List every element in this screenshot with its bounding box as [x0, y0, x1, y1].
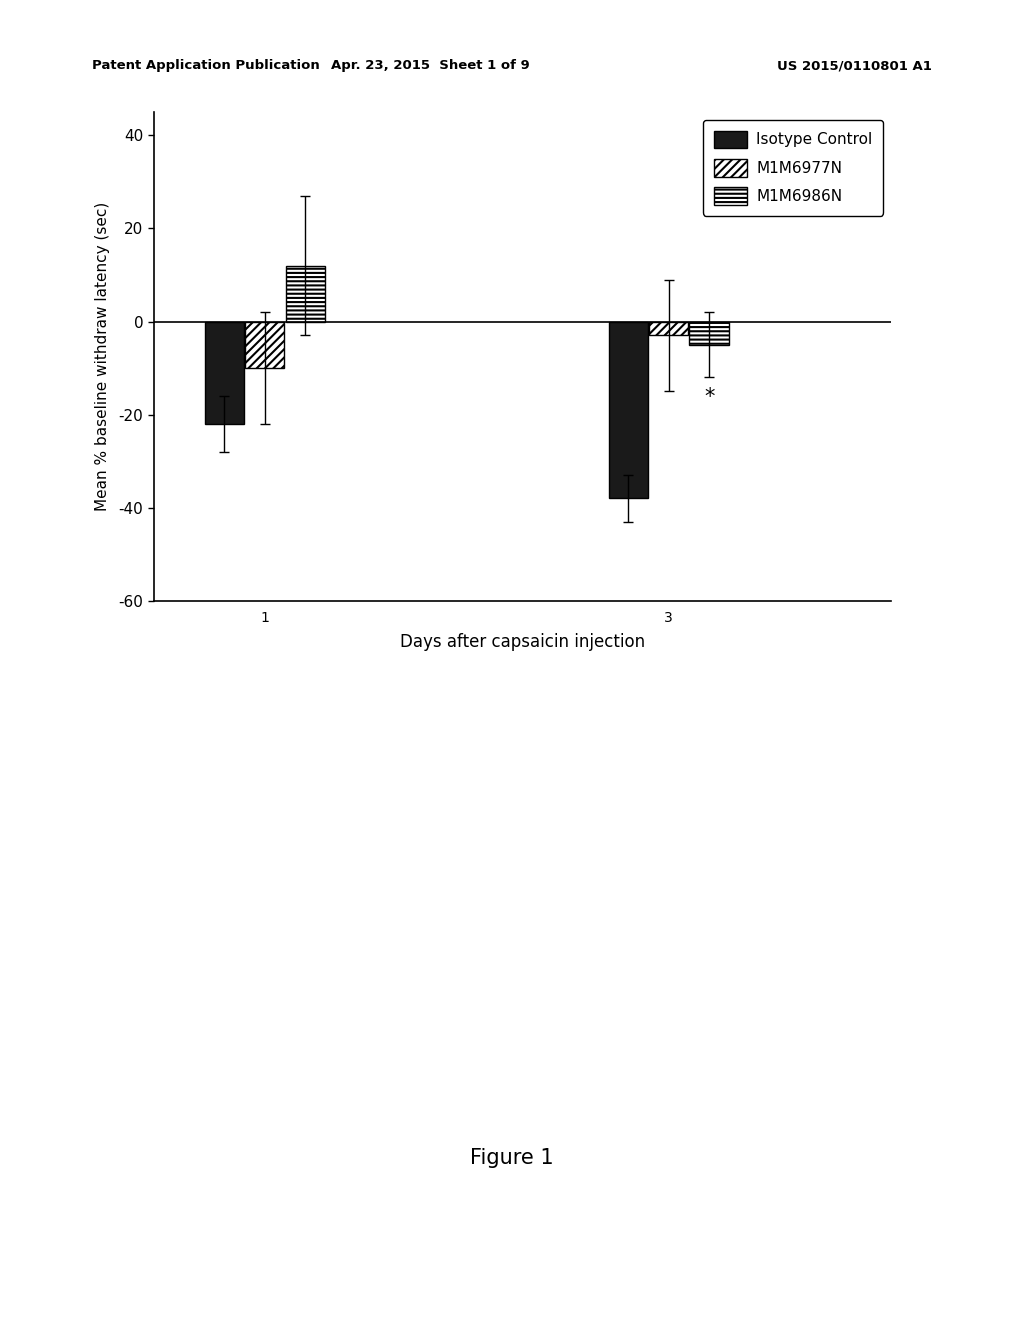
Y-axis label: Mean % baseline withdraw latency (sec): Mean % baseline withdraw latency (sec) — [95, 202, 110, 511]
X-axis label: Days after capsaicin injection: Days after capsaicin injection — [399, 634, 645, 651]
Bar — [649, 322, 688, 335]
Bar — [205, 322, 244, 424]
Text: *: * — [703, 387, 715, 407]
Bar — [689, 322, 729, 345]
Bar — [608, 322, 648, 498]
Text: US 2015/0110801 A1: US 2015/0110801 A1 — [777, 59, 932, 73]
Bar — [245, 322, 285, 368]
Text: Patent Application Publication: Patent Application Publication — [92, 59, 319, 73]
Text: Figure 1: Figure 1 — [470, 1148, 554, 1168]
Text: Apr. 23, 2015  Sheet 1 of 9: Apr. 23, 2015 Sheet 1 of 9 — [331, 59, 529, 73]
Legend: Isotype Control, M1M6977N, M1M6986N: Isotype Control, M1M6977N, M1M6986N — [702, 120, 884, 215]
Bar — [286, 265, 325, 322]
